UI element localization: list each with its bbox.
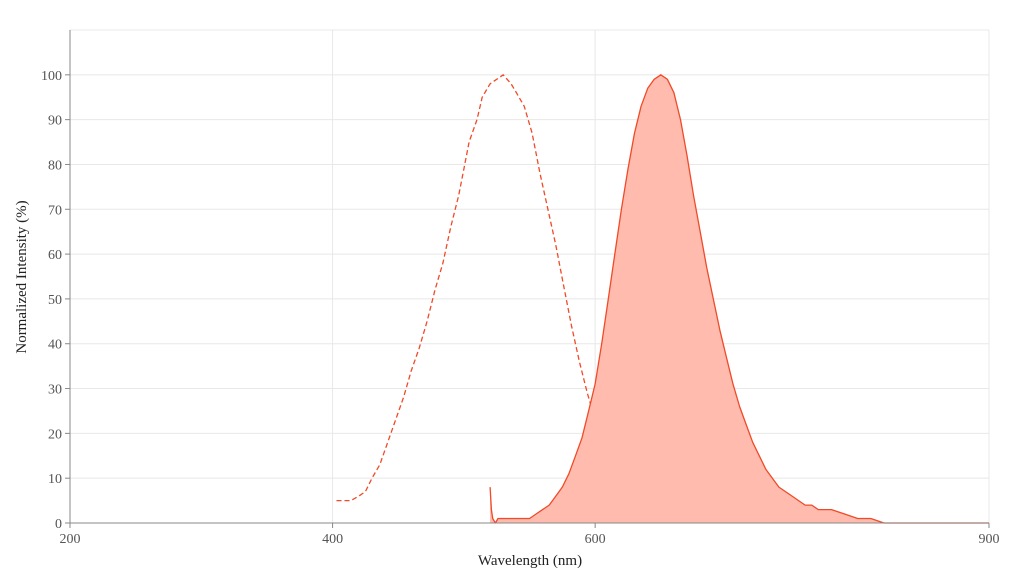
y-tick-label: 0 [55, 517, 62, 532]
axes [65, 30, 990, 528]
y-tick-label: 90 [48, 114, 62, 129]
y-tick-label: 10 [48, 472, 62, 487]
x-tick-label: 200 [60, 532, 81, 547]
y-tick-label: 80 [48, 158, 62, 173]
grid-lines [70, 29, 990, 523]
series-layer [336, 74, 989, 524]
y-axis-title: Normalized Intensity (%) [14, 200, 30, 353]
emission-line [489, 74, 989, 524]
emission-area-fill [490, 74, 989, 524]
y-tick-label: 20 [48, 427, 62, 442]
y-tick-label: 30 [48, 383, 62, 398]
x-tick-label: 600 [585, 532, 606, 547]
excitation-line [336, 74, 661, 502]
x-axis-title: Wavelength (nm) [478, 553, 582, 569]
tick-labels: 0 10 20 30 40 50 60 70 80 90 100 200 400 600 900 [41, 69, 1000, 547]
y-tick-label: 50 [48, 293, 62, 308]
y-tick-label: 40 [48, 338, 62, 353]
x-tick-label: 400 [322, 532, 343, 547]
x-tick-label: 900 [979, 532, 1000, 547]
y-tick-label: 100 [41, 69, 62, 84]
y-tick-label: 70 [48, 203, 62, 218]
y-tick-label: 60 [48, 248, 62, 263]
